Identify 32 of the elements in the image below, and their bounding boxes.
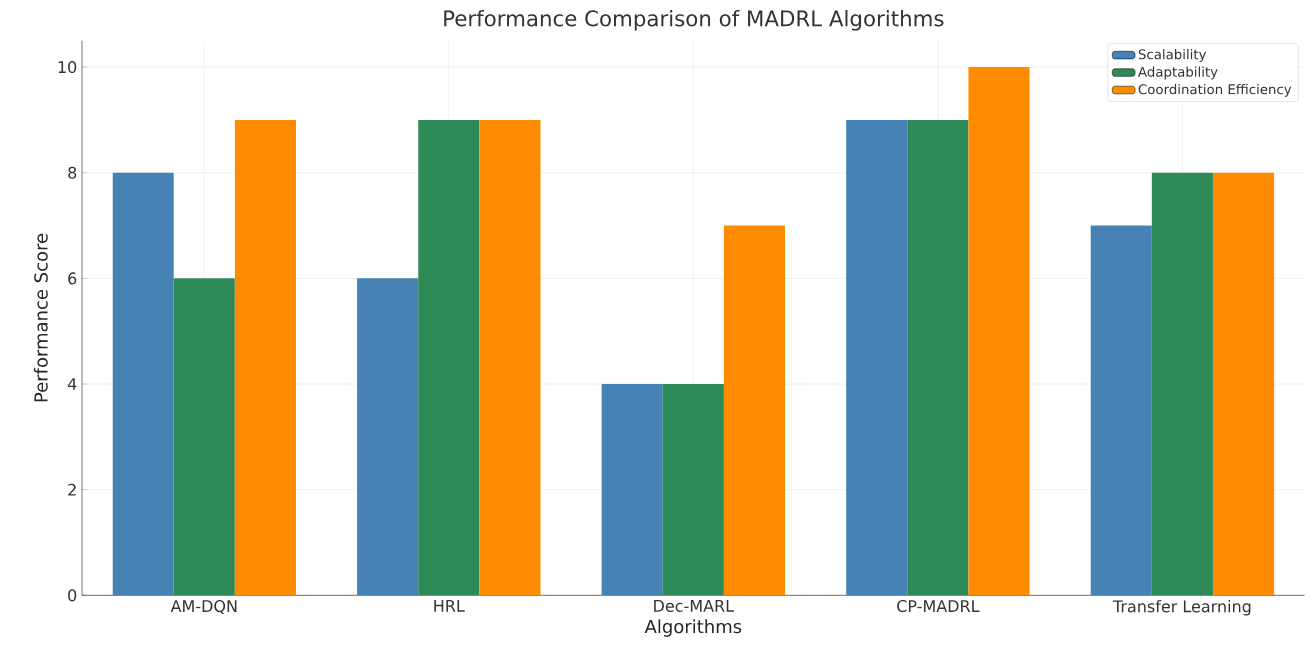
chart-title: Performance Comparison of MADRL Algorithms bbox=[444, 9, 944, 31]
bar bbox=[357, 278, 419, 596]
x-tick-label: AM-DQN bbox=[170, 600, 237, 614]
bar bbox=[601, 384, 663, 596]
bar bbox=[479, 119, 541, 596]
x-tick-label: CP-MADRL bbox=[897, 600, 980, 613]
x-tick-label: Transfer Learning bbox=[1112, 600, 1251, 616]
x-axis-title: Algorithms bbox=[644, 619, 742, 637]
legend-label: Coordination Efficiency bbox=[1138, 83, 1292, 97]
bar bbox=[907, 119, 969, 596]
bar bbox=[1090, 225, 1152, 596]
legend-label: Adaptability bbox=[1138, 66, 1218, 80]
y-tick-label: 6 bbox=[68, 272, 77, 285]
bar bbox=[418, 119, 480, 596]
bar bbox=[1151, 172, 1213, 596]
y-tick-label: 10 bbox=[58, 61, 77, 74]
bar bbox=[846, 119, 908, 596]
x-tick-label: Dec-MARL bbox=[654, 600, 735, 612]
bar bbox=[1212, 172, 1275, 596]
bar bbox=[173, 278, 235, 596]
y-tick-label: 8 bbox=[68, 166, 77, 179]
bar bbox=[723, 225, 786, 596]
bar bbox=[234, 119, 296, 596]
bar bbox=[968, 67, 1030, 596]
y-tick-label: 0 bbox=[68, 589, 77, 602]
legend-label: Scalability bbox=[1138, 49, 1207, 62]
bar bbox=[662, 384, 724, 596]
x-tick-label: HRL bbox=[434, 600, 465, 612]
y-tick-label: 2 bbox=[68, 483, 76, 496]
y-tick-label: 4 bbox=[67, 378, 77, 390]
bar bbox=[112, 172, 174, 596]
y-axis-title: Performance Score bbox=[33, 233, 48, 402]
